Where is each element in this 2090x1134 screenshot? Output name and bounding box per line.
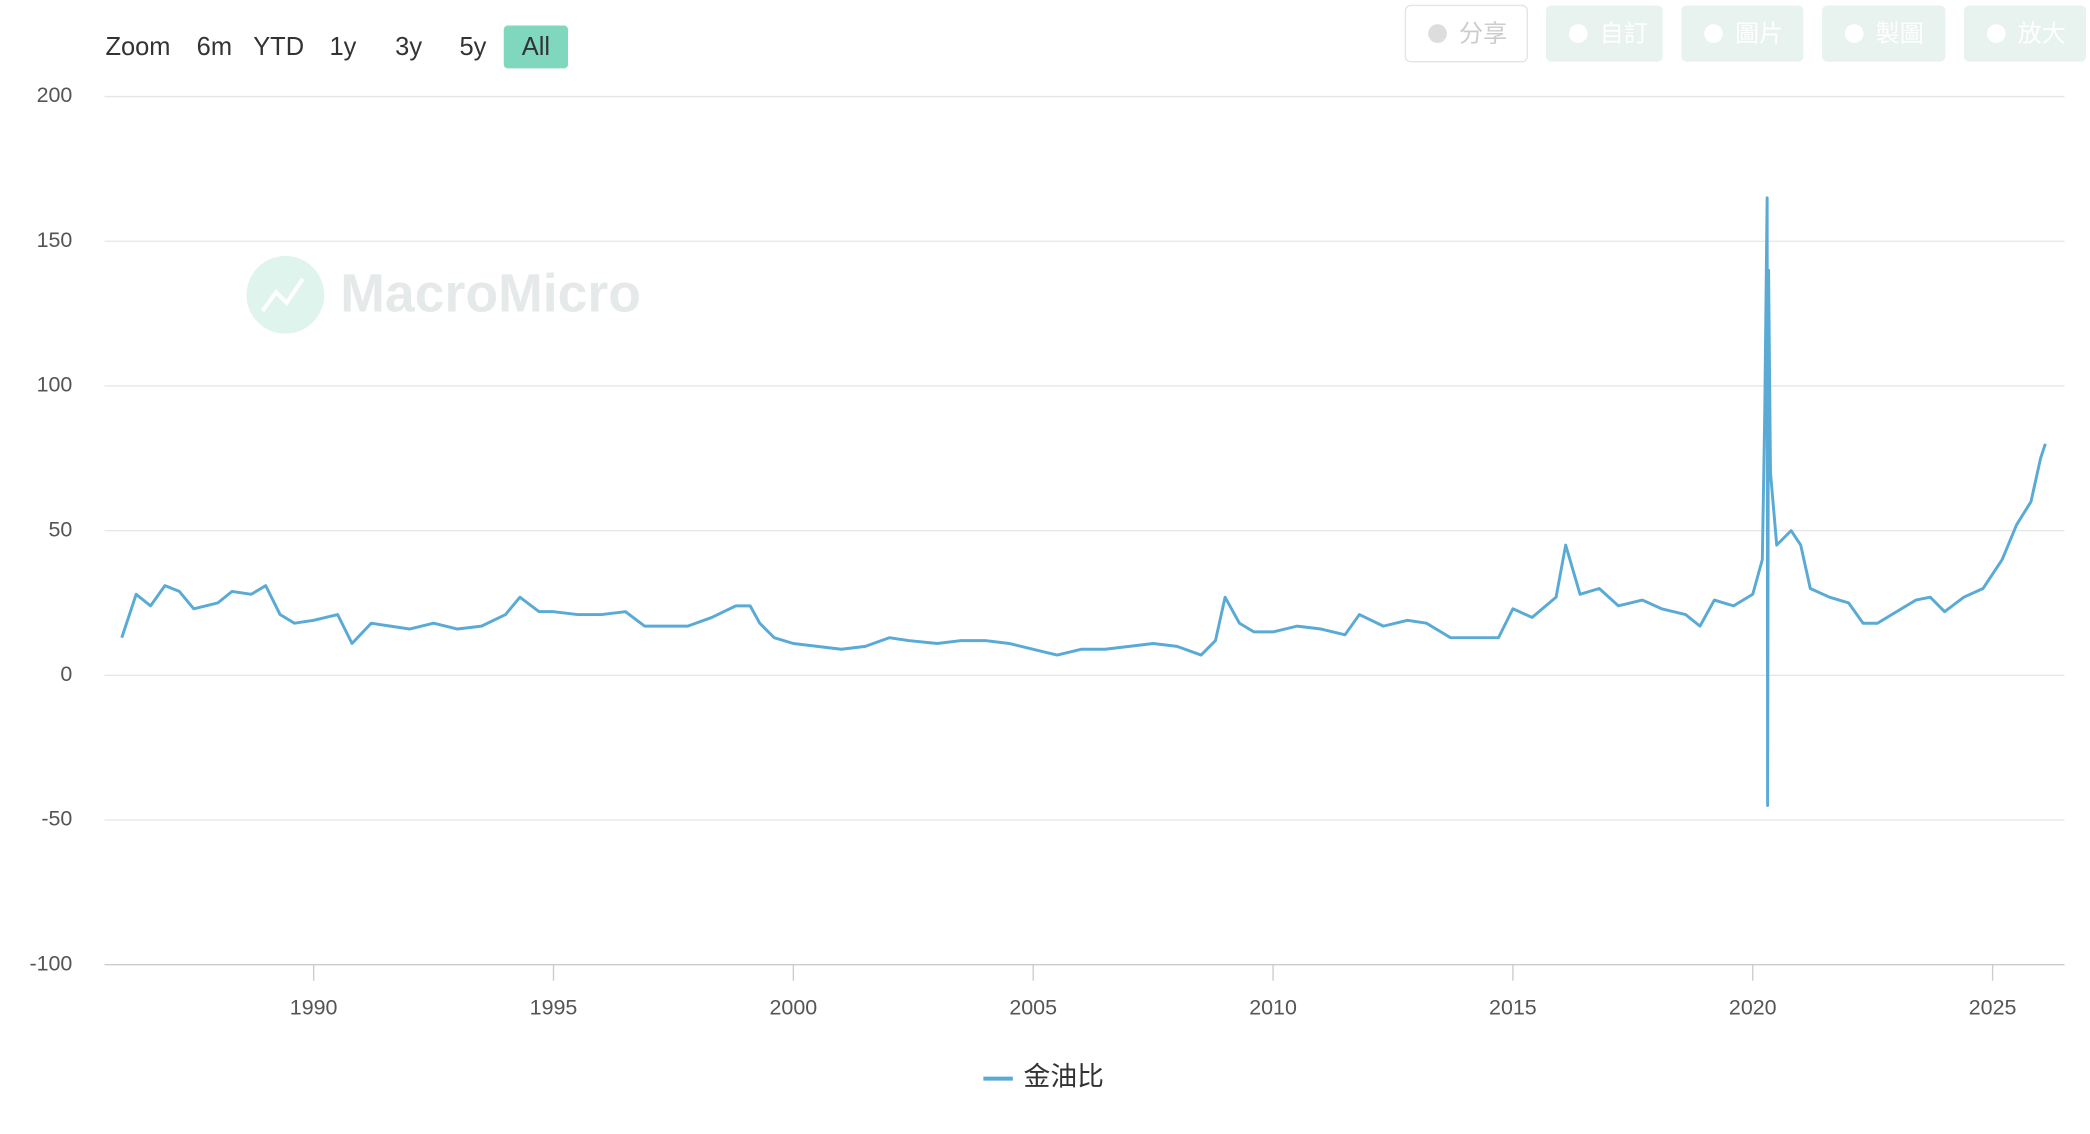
x-tick-label: 2010	[1249, 996, 1297, 1020]
watermark: MacroMicro	[246, 255, 641, 334]
toolbar-button[interactable]	[1404, 4, 1528, 63]
toolbar-button[interactable]	[1964, 5, 2086, 62]
y-tick-label: 100	[37, 373, 73, 397]
y-tick-label: 0	[60, 662, 72, 686]
toolbar-button[interactable]	[1546, 5, 1663, 62]
watermark-logo-mark	[260, 277, 305, 313]
y-tick-label: -50	[41, 807, 72, 831]
zoom-button-active[interactable]	[503, 25, 569, 69]
data-line	[120, 196, 2047, 808]
x-tick-label: 1995	[530, 996, 578, 1020]
y-tick-label: -100	[29, 951, 72, 975]
x-tick-label: 2020	[1729, 996, 1777, 1020]
y-tick-label: 50	[49, 517, 73, 541]
toolbar-icon	[1568, 24, 1588, 43]
y-tick-label: 150	[37, 228, 73, 252]
y-tick-label: 200	[37, 83, 73, 107]
toolbar-label: 放大	[2018, 20, 2066, 47]
x-tick-label: 2005	[1009, 996, 1057, 1020]
toolbar-icon	[1986, 24, 2006, 43]
x-tick-label: 2000	[770, 996, 818, 1020]
x-tick-label: 1990	[290, 996, 338, 1020]
toolbar-label: 自訂	[1600, 20, 1648, 47]
toolbar-label: 分享	[1459, 20, 1507, 47]
toolbar-icon	[1844, 24, 1864, 43]
watermark-text: MacroMicro	[340, 264, 641, 324]
x-tick-label: 2015	[1489, 996, 1537, 1020]
zoom-button[interactable]: 5y	[459, 33, 486, 61]
toolbar-icon	[1704, 24, 1723, 43]
zoom-button[interactable]: YTD	[253, 33, 304, 61]
zoom-button[interactable]: All	[522, 33, 550, 61]
toolbar-button[interactable]	[1822, 5, 1946, 62]
toolbar-icon	[1428, 24, 1447, 43]
toolbar-label: 圖片	[1735, 20, 1783, 47]
zoom-button[interactable]: 1y	[330, 33, 357, 61]
zoom-button[interactable]: 3y	[395, 33, 422, 61]
toolbar-button[interactable]	[1681, 5, 1804, 62]
zoom-button[interactable]: 6m	[197, 33, 232, 61]
toolbar-label: 製圖	[1876, 20, 1924, 47]
zoom-label: Zoom	[105, 33, 170, 61]
x-tick-label: 2025	[1969, 996, 2017, 1020]
legend-label[interactable]: 金油比	[1024, 1062, 1104, 1092]
watermark-logo	[246, 255, 325, 334]
